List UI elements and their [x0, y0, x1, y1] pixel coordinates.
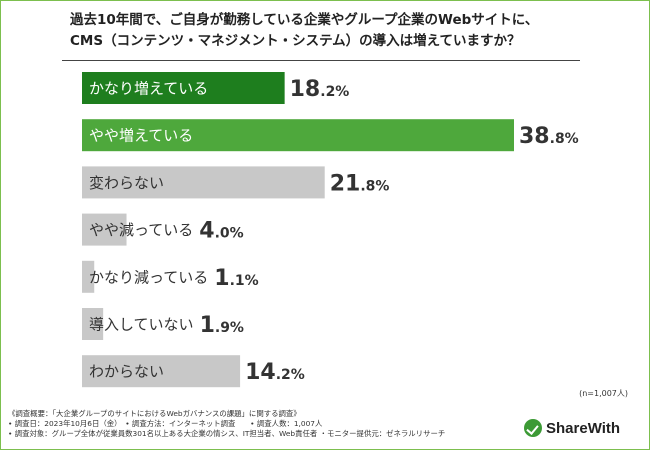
- value-label-2: 38.8%: [519, 124, 579, 149]
- value-label-6: 1.9%: [200, 313, 244, 338]
- bar-5: [82, 260, 95, 293]
- survey-note-line: 《調査概要：「大企業グループのサイトにおけるWebガバナンスの課題」に関する調査…: [8, 409, 301, 418]
- sample-size-note: (n=1,007人): [579, 389, 628, 398]
- bar-3: [82, 166, 325, 199]
- survey-notes: 《調査概要：「大企業グループのサイトにおけるWebガバナンスの課題」に関する調査…: [8, 409, 468, 440]
- survey-note-line: • 調査対象：グループ全体が従業員数301名以上ある大企業の情シス、IT担当者、…: [8, 429, 446, 439]
- check-circle-icon: [524, 419, 542, 437]
- bar-7: [82, 355, 241, 388]
- chart-title: 過去10年間で、ご自身が勤務している企業やグループ企業のWebサイトに、 CMS…: [70, 10, 590, 52]
- bar-chart: かなり増えている 18.2% やや増えている 38.8% 変わらない 21.8% やや減って…: [82, 72, 579, 388]
- value-label-5: 1.1%: [214, 266, 258, 291]
- bar-label-1: かなり増えている: [89, 80, 208, 98]
- bar-2: [82, 119, 514, 152]
- title-line-1: 過去10年間で、ご自身が勤務している企業やグループ企業のWebサイトに、: [70, 12, 539, 28]
- bar-label-3: 変わらない: [89, 174, 164, 192]
- bar-label-4: やや減っている: [89, 221, 193, 239]
- logo-text: ShareWith: [546, 419, 621, 437]
- value-label-4: 4.0%: [199, 219, 243, 244]
- title-line-2: CMS（コンテンツ・マネジメント・システム）の導入は増えていますか？: [70, 33, 521, 49]
- sharewith-logo: ShareWith: [524, 415, 620, 441]
- bar-4: [82, 213, 127, 246]
- value-label-7: 14.2%: [245, 360, 305, 385]
- value-label-1: 18.2%: [290, 77, 350, 102]
- bar-label-2: やや増えている: [89, 127, 193, 145]
- value-label-3: 21.8%: [330, 171, 390, 196]
- bar-label-6: 導入していない: [89, 316, 194, 334]
- bar-label-5: かなり減っている: [89, 268, 208, 286]
- bar-1: [82, 72, 285, 104]
- bar-label-7: わからない: [89, 363, 164, 381]
- title-divider: [62, 60, 580, 61]
- bar-6: [82, 308, 104, 340]
- survey-note-line: • 調査日：2023年10月6日（金） • 調査方法：インターネット調査 • 調…: [8, 419, 323, 429]
